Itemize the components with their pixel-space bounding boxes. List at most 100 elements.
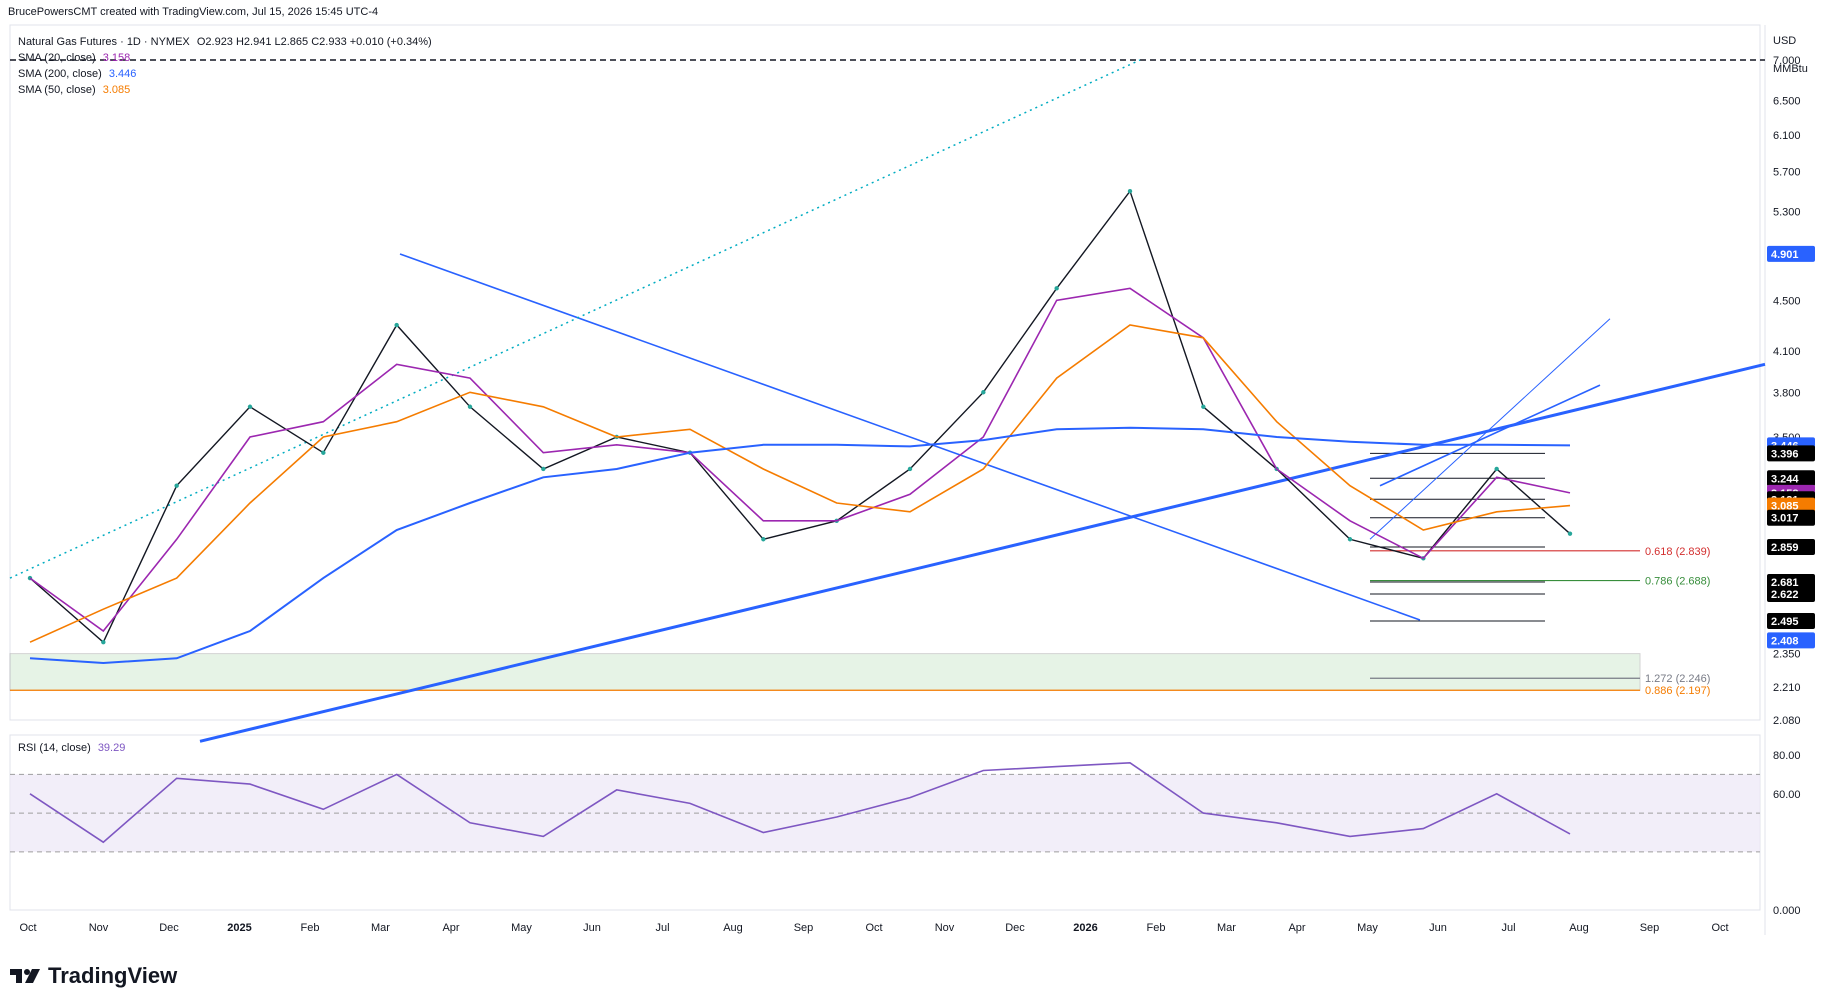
downtrend-channel-upper <box>399 253 1421 621</box>
chart-credit: BrucePowersCMT created with TradingView.… <box>8 6 379 18</box>
price-label-box <box>1767 632 1815 649</box>
price-label-box <box>1767 497 1815 514</box>
time-tick-label: May <box>511 922 532 934</box>
legend-sma20-value: 3.158 <box>102 52 131 64</box>
tradingview-logo-icon <box>10 969 40 983</box>
price-label-box <box>1767 538 1815 555</box>
time-tick-label: Oct <box>19 922 36 934</box>
legend-symbol: Natural Gas Futures · 1D · NYMEX <box>18 36 190 48</box>
price-label-box <box>1767 245 1815 262</box>
rsi-tick-label: 80.00 <box>1773 750 1801 762</box>
series-line-2 <box>29 324 1571 643</box>
legend-sma200-label: SMA (200, close) <box>18 68 102 80</box>
time-tick-label: Oct <box>865 922 882 934</box>
price-label-box <box>1767 470 1815 487</box>
rising-channel-upper <box>1369 318 1611 540</box>
price-point <box>1201 404 1206 409</box>
fib-label: 0.786 (2.688) <box>1645 576 1710 588</box>
price-point <box>174 483 179 488</box>
tradingview-brand[interactable]: TradingView <box>10 963 177 989</box>
legend-sma20[interactable]: SMA (20, close) 3.158 <box>18 52 130 64</box>
legend-sma200[interactable]: SMA (200, close) 3.446 <box>18 68 136 80</box>
price-tick-label: 5.300 <box>1773 206 1801 218</box>
time-tick-label: Oct <box>1711 922 1728 934</box>
time-tick-label: Aug <box>1569 922 1589 934</box>
price-tick-label: 7.000 <box>1773 55 1801 67</box>
legend-sma50[interactable]: SMA (50, close) 3.085 <box>18 84 130 96</box>
time-tick-label: Dec <box>1005 922 1025 934</box>
series-line-1 <box>29 287 1571 633</box>
time-tick-label: May <box>1357 922 1378 934</box>
price-label-box <box>1767 586 1815 603</box>
price-point <box>101 639 106 645</box>
price-label-text: 3.085 <box>1771 501 1799 513</box>
price-point <box>467 404 473 409</box>
price-point <box>1054 286 1059 291</box>
series-line-3 <box>29 426 1571 665</box>
time-tick-label: Nov <box>89 922 109 934</box>
time-tick-label: Sep <box>794 922 814 934</box>
time-tick-label: Apr <box>1288 922 1305 934</box>
price-point <box>1494 466 1499 472</box>
price-label-box <box>1767 613 1815 630</box>
price-label-box <box>1767 445 1815 462</box>
price-tick-label: 2.080 <box>1773 715 1801 727</box>
time-tick-label: Jul <box>1501 922 1515 934</box>
legend-rsi-label: RSI (14, close) <box>18 742 91 754</box>
legend-rsi[interactable]: RSI (14, close) 39.29 <box>18 742 125 754</box>
price-tick-label: 4.100 <box>1773 346 1801 358</box>
rising-channel-lower <box>1379 384 1601 487</box>
long-term-uptrend-line <box>199 362 1766 743</box>
price-tick-label: 4.500 <box>1773 295 1801 307</box>
rsi-line <box>29 761 1571 844</box>
price-point <box>907 466 913 472</box>
price-tick-label: 6.100 <box>1773 130 1801 142</box>
legend-ohlc: O2.923 H2.941 L2.865 C2.933 +0.010 (+0.3… <box>196 36 432 48</box>
price-point <box>321 450 326 455</box>
time-tick-label: Sep <box>1640 922 1660 934</box>
price-point <box>247 404 253 409</box>
fib-label: 0.618 (2.839) <box>1645 546 1710 558</box>
price-label-text: 2.681 <box>1771 577 1799 589</box>
price-point <box>394 322 399 328</box>
price-label-box <box>1767 573 1815 590</box>
price-tick-label: 6.500 <box>1773 95 1801 107</box>
fib-label: 0.886 (2.197) <box>1645 685 1710 697</box>
axis-unit-label: USD <box>1773 35 1796 47</box>
price-label-text: 2.495 <box>1771 616 1799 628</box>
price-tick-label: 3.800 <box>1773 387 1801 399</box>
price-tick-label: 2.210 <box>1773 682 1801 694</box>
price-label-text: 2.859 <box>1771 542 1799 554</box>
legend-sma50-label: SMA (50, close) <box>18 84 96 96</box>
price-label-text: 3.244 <box>1771 473 1799 485</box>
time-tick-label: Jun <box>1429 922 1447 934</box>
price-point <box>1567 531 1573 536</box>
price-tick-label: 5.700 <box>1773 167 1801 179</box>
legend-symbol-row: Natural Gas Futures · 1D · NYMEX O2.923 … <box>18 36 432 48</box>
time-tick-label: Feb <box>1147 922 1166 934</box>
axis-unit2-label: MMBtu <box>1773 63 1808 75</box>
time-tick-label: Dec <box>159 922 179 934</box>
price-label-text: 3.017 <box>1771 513 1799 525</box>
time-tick-label: Feb <box>301 922 320 934</box>
time-tick-label: Aug <box>723 922 743 934</box>
time-tick-label: Mar <box>1217 922 1236 934</box>
rsi-tick-label: 60.00 <box>1773 789 1801 801</box>
time-tick-label: 2026 <box>1073 922 1097 934</box>
legend-sma50-value: 3.085 <box>102 84 131 96</box>
price-label-text: 2.408 <box>1771 635 1799 647</box>
legend-sma20-label: SMA (20, close) <box>18 52 96 64</box>
rsi-tick-label: 0.000 <box>1773 905 1801 917</box>
price-point <box>981 390 986 395</box>
legend-sma200-value: 3.446 <box>108 68 137 80</box>
time-tick-label: 2025 <box>227 922 251 934</box>
price-point <box>541 466 546 472</box>
time-tick-label: Mar <box>371 922 390 934</box>
price-label-text: 3.396 <box>1771 448 1799 460</box>
price-point <box>1127 188 1133 194</box>
price-label-text: 2.622 <box>1771 589 1799 601</box>
fib-label: 1.272 (2.246) <box>1645 673 1710 685</box>
time-tick-label: Apr <box>442 922 459 934</box>
legend-rsi-value: 39.29 <box>97 742 126 754</box>
